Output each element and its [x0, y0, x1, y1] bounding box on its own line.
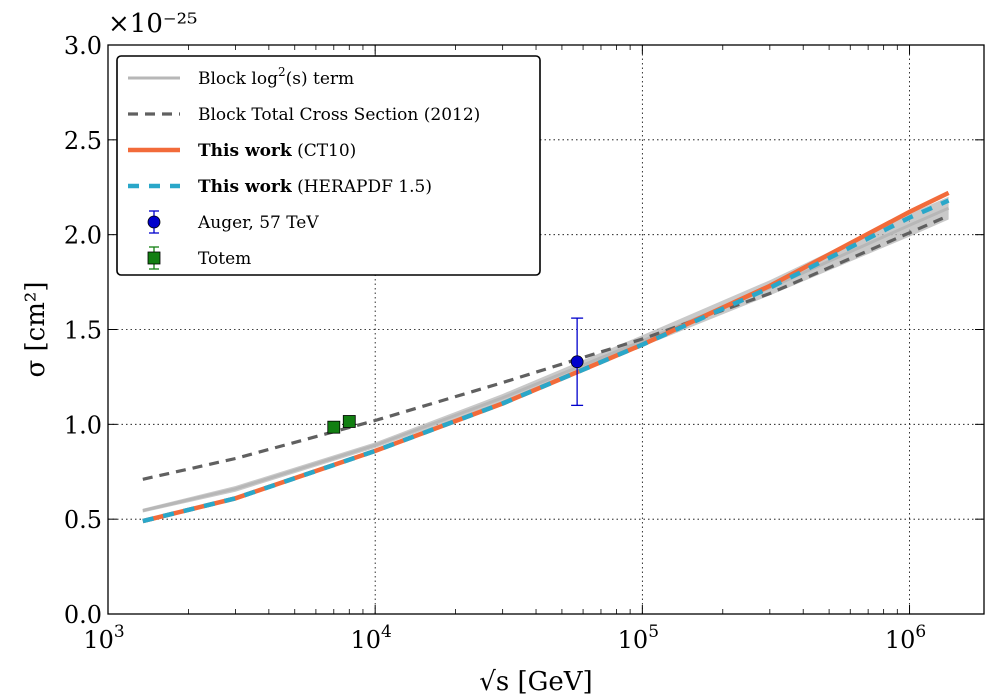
x-tick-label: 106	[885, 622, 926, 654]
legend-label: Auger, 57 TeV	[197, 213, 319, 233]
legend-label: Block log2(s) term	[198, 65, 354, 89]
y-tick-label: 0.5	[64, 506, 102, 534]
y-tick-label: 2.0	[64, 222, 102, 250]
block-log2-line	[142, 206, 950, 513]
legend-label: Totem	[198, 249, 251, 269]
herapdf-line	[142, 198, 950, 524]
y-offset-label: ×10⁻²⁵	[108, 9, 197, 39]
legend-auger-marker	[147, 215, 161, 229]
legend-label: This work (HERAPDF 1.5)	[198, 177, 432, 197]
y-tick-label: 1.5	[64, 317, 102, 345]
y-tick-label: 1.0	[64, 411, 102, 439]
ct10-line	[142, 190, 950, 524]
legend-box	[116, 55, 541, 276]
points-layer	[327, 317, 584, 434]
y-tick-label: 0.0	[64, 601, 102, 629]
auger-point	[570, 355, 584, 369]
x-axis-title: √s [GeV]	[479, 667, 592, 697]
x-tick-label: 104	[350, 622, 391, 654]
totem-point	[342, 415, 356, 428]
x-tick-label: 103	[83, 622, 124, 654]
legend: Block log2(s) term Block Total Cross Sect…	[116, 55, 541, 276]
x-tick-label: 105	[618, 622, 659, 654]
band-layer	[142, 196, 950, 513]
axis-ticks	[107, 44, 984, 615]
y-axis-title: σ [cm²]	[21, 282, 51, 378]
tick-labels: 103 104 105 106 0.0 0.5 1.0 1.5 2.0 2.5 3.0	[64, 32, 926, 654]
legend-label: This work (CT10)	[198, 141, 356, 161]
y-tick-label: 3.0	[64, 32, 102, 60]
totem-point	[327, 420, 341, 434]
y-tick-label: 2.5	[64, 127, 102, 155]
legend-label: Block Total Cross Section (2012)	[198, 105, 480, 125]
legend-totem-marker	[147, 251, 161, 265]
